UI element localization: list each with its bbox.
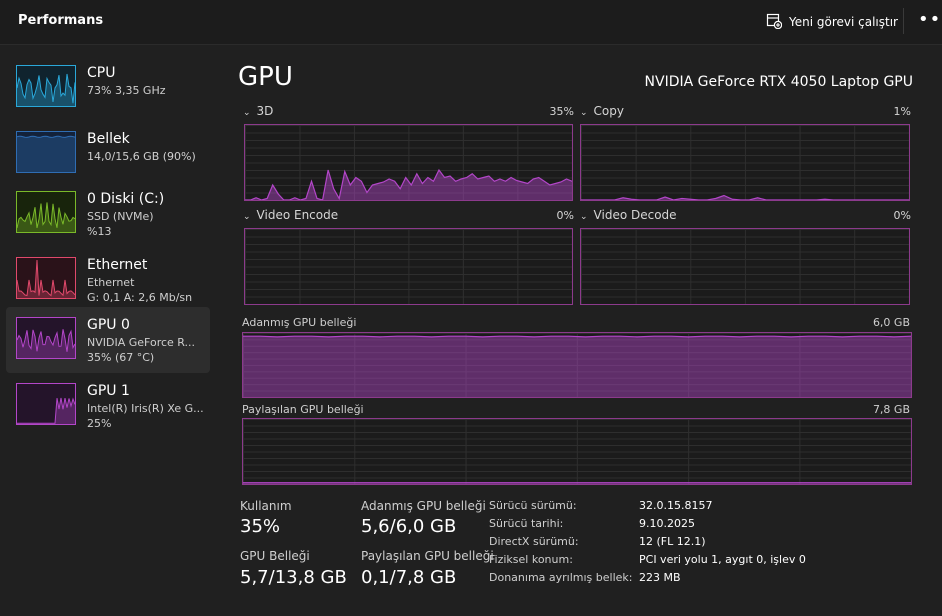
engine-graph-3d: [244, 124, 573, 201]
sidebar-item-gpu-1[interactable]: GPU 1 Intel(R) Iris(R) Xe G... 25%: [6, 373, 210, 439]
thumb-line: [17, 136, 75, 137]
more-options-icon[interactable]: •••: [918, 9, 942, 30]
engine-graph-video-encode: [244, 228, 573, 305]
sidebar-item-label: GPU 1: [87, 383, 130, 399]
engine-label: Copy: [593, 104, 624, 118]
gpu-memory-label: GPU Belleği: [240, 549, 310, 563]
title-bar: Performans Yeni görevi çalıştır •••: [0, 0, 942, 45]
toolbar-divider: [903, 8, 904, 34]
driver-date-label: Sürücü tarihi:: [489, 517, 564, 530]
shared-stat-label: Paylaşılan GPU belleği: [361, 549, 494, 563]
thumb-line: [17, 329, 75, 352]
usage-area: [245, 170, 572, 200]
sidebar-item-detail-2: 25%: [87, 417, 112, 430]
chevron-down-icon: ⌄: [580, 108, 588, 118]
directx-version-value: 12 (FL 12.1): [639, 535, 706, 548]
sidebar-item-detail: Ethernet: [87, 276, 135, 289]
shared-memory-label: Paylaşılan GPU belleği: [242, 403, 364, 416]
disk-graph-icon: [16, 191, 76, 233]
run-task-label: Yeni görevi çalıştır: [789, 15, 898, 29]
thumb-area: [17, 398, 75, 424]
shared-stat-value: 0,1/7,8 GB: [361, 567, 457, 588]
directx-version-label: DirectX sürümü:: [489, 535, 579, 548]
thumb-area: [17, 136, 75, 172]
chevron-down-icon: ⌄: [243, 212, 251, 222]
engine-graph-copy: [580, 124, 910, 201]
sidebar-item-detail-2: 35% (67 °C): [87, 351, 155, 364]
sidebar-item-label: GPU 0: [87, 317, 130, 333]
usage-area: [243, 336, 911, 397]
dedicated-memory-max: 6,0 GB: [872, 316, 910, 329]
chevron-down-icon: ⌄: [243, 108, 251, 118]
sidebar-item-gpu-0[interactable]: GPU 0 NVIDIA GeForce R... 35% (67 °C): [6, 307, 210, 373]
hardware-reserved-memory-value: 223 MB: [639, 571, 681, 584]
hardware-reserved-memory-label: Donanıma ayrılmış bellek:: [489, 571, 633, 584]
sidebar-item-detail: SSD (NVMe): [87, 210, 154, 223]
sidebar-item-detail: Intel(R) Iris(R) Xe G...: [87, 402, 204, 415]
run-new-task-button[interactable]: Yeni görevi çalıştır: [766, 12, 898, 32]
driver-version-label: Sürücü sürümü:: [489, 499, 577, 512]
cpu-graph-icon: [16, 65, 76, 107]
run-task-icon: [766, 13, 783, 32]
engine-selector-copy[interactable]: ⌄ Copy: [580, 104, 624, 118]
engine-graph-video-decode: [580, 228, 910, 305]
shared-memory-max: 7,8 GB: [872, 403, 910, 416]
engine-percent: 1%: [893, 105, 911, 118]
driver-version-value: 32.0.15.8157: [639, 499, 713, 512]
shared-memory-graph: [242, 418, 912, 485]
engine-selector-3d[interactable]: ⌄ 3D: [243, 104, 273, 118]
engine-label: 3D: [256, 104, 274, 118]
sidebar-item-detail-2: %13: [87, 225, 112, 238]
engine-selector-video-decode[interactable]: ⌄ Video Decode: [580, 208, 677, 222]
usage-value: 35%: [240, 516, 281, 537]
sidebar-item-cpu[interactable]: CPU 73% 3,35 GHz: [6, 55, 210, 121]
usage-area: [581, 195, 909, 200]
usage-line: [581, 196, 909, 201]
page-title: GPU: [238, 62, 293, 92]
thumb-line: [17, 202, 75, 228]
driver-date-value: 9.10.2025: [639, 517, 695, 530]
sidebar-item-detail: NVIDIA GeForce R...: [87, 336, 196, 349]
gpu-memory-value: 5,7/13,8 GB: [240, 567, 347, 588]
thumb-line: [17, 398, 75, 423]
sidebar-item-detail-2: G: 0,1 A: 2,6 Mb/sn: [87, 291, 193, 304]
thumb-area: [17, 202, 75, 232]
engine-percent: 35%: [549, 105, 574, 118]
physical-location-label: Fiziksel konum:: [489, 553, 573, 566]
dedicated-stat-value: 5,6/6,0 GB: [361, 516, 457, 537]
engine-label: Video Decode: [593, 208, 677, 222]
sidebar-item-detail: 73% 3,35 GHz: [87, 84, 166, 97]
usage-line: [243, 336, 911, 337]
gpu-model-name: NVIDIA GeForce RTX 4050 Laptop GPU: [644, 74, 913, 90]
dedicated-stat-label: Adanmış GPU belleği: [361, 499, 486, 513]
engine-label: Video Encode: [256, 208, 339, 222]
sidebar-item-label: 0 Diski (C:): [87, 191, 165, 207]
sidebar-item-label: Bellek: [87, 131, 130, 147]
usage-line: [245, 170, 572, 200]
sidebar: CPU 73% 3,35 GHz Bellek 14,0/15,6 GB (90…: [0, 45, 213, 616]
page-title: Performans: [18, 13, 104, 28]
gpu-graph-icon: [16, 317, 76, 359]
dedicated-memory-label: Adanmış GPU belleği: [242, 316, 357, 329]
usage-label: Kullanım: [240, 499, 292, 513]
sidebar-item-disk[interactable]: 0 Diski (C:) SSD (NVMe) %13: [6, 181, 210, 247]
sidebar-item-label: CPU: [87, 65, 116, 81]
thumb-area: [17, 329, 75, 358]
engine-percent: 0%: [893, 209, 911, 222]
chevron-down-icon: ⌄: [580, 212, 588, 222]
dedicated-memory-graph: [242, 332, 912, 398]
sidebar-item-label: Ethernet: [87, 257, 148, 273]
memory-graph-icon: [16, 131, 76, 173]
physical-location-value: PCI veri yolu 1, aygıt 0, işlev 0: [639, 553, 806, 566]
thumb-line: [17, 74, 75, 103]
engine-selector-video-encode[interactable]: ⌄ Video Encode: [243, 208, 338, 222]
thumb-area: [17, 260, 75, 298]
network-graph-icon: [16, 257, 76, 299]
sidebar-item-memory[interactable]: Bellek 14,0/15,6 GB (90%): [6, 121, 210, 187]
engine-percent: 0%: [556, 209, 574, 222]
sidebar-item-ethernet[interactable]: Ethernet Ethernet G: 0,1 A: 2,6 Mb/sn: [6, 247, 210, 313]
thumb-line: [17, 260, 75, 296]
sidebar-item-detail: 14,0/15,6 GB (90%): [87, 150, 196, 163]
gpu-graph-icon: [16, 383, 76, 425]
